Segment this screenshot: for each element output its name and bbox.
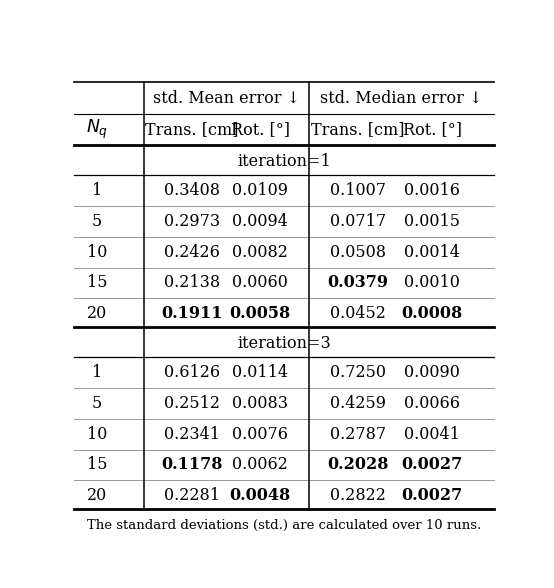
- Text: 0.6126: 0.6126: [163, 364, 220, 381]
- Text: 0.0452: 0.0452: [330, 305, 386, 322]
- Text: 0.0027: 0.0027: [402, 456, 463, 473]
- Text: 0.0717: 0.0717: [330, 213, 386, 230]
- Text: 0.0114: 0.0114: [232, 364, 288, 381]
- Text: 0.0082: 0.0082: [232, 243, 288, 260]
- Text: 0.1911: 0.1911: [161, 305, 222, 322]
- Text: 0.2028: 0.2028: [327, 456, 388, 473]
- Text: 0.4259: 0.4259: [330, 395, 386, 412]
- Text: 15: 15: [87, 456, 107, 473]
- Text: 0.0090: 0.0090: [404, 364, 460, 381]
- Text: 0.0060: 0.0060: [232, 275, 288, 292]
- Text: 0.2787: 0.2787: [330, 426, 386, 443]
- Text: iteration=3: iteration=3: [237, 335, 331, 352]
- Text: 20: 20: [87, 305, 107, 322]
- Text: 20: 20: [87, 487, 107, 504]
- Text: 0.0066: 0.0066: [404, 395, 460, 412]
- Text: 0.0041: 0.0041: [404, 426, 460, 443]
- Text: 0.2138: 0.2138: [163, 275, 220, 292]
- Text: 0.0062: 0.0062: [232, 456, 288, 473]
- Text: 0.2426: 0.2426: [163, 243, 219, 260]
- Text: $N_q$: $N_q$: [86, 118, 108, 142]
- Text: 0.0008: 0.0008: [402, 305, 463, 322]
- Text: 0.2973: 0.2973: [163, 213, 220, 230]
- Text: 0.0058: 0.0058: [230, 305, 291, 322]
- Text: 0.0109: 0.0109: [232, 182, 288, 199]
- Text: Trans. [cm]: Trans. [cm]: [311, 121, 404, 138]
- Text: 0.0379: 0.0379: [327, 275, 388, 292]
- Text: 0.0094: 0.0094: [232, 213, 288, 230]
- Text: 0.0010: 0.0010: [404, 275, 460, 292]
- Text: 5: 5: [92, 395, 102, 412]
- Text: 0.3408: 0.3408: [163, 182, 219, 199]
- Text: 0.2822: 0.2822: [330, 487, 386, 504]
- Text: 0.0016: 0.0016: [404, 182, 460, 199]
- Text: 0.0015: 0.0015: [404, 213, 460, 230]
- Text: std. Median error ↓: std. Median error ↓: [320, 90, 483, 106]
- Text: Rot. [°]: Rot. [°]: [231, 121, 290, 138]
- Text: 1: 1: [92, 182, 102, 199]
- Text: 5: 5: [92, 213, 102, 230]
- Text: 10: 10: [87, 243, 107, 260]
- Text: The standard deviations (std.) are calculated over 10 runs.: The standard deviations (std.) are calcu…: [87, 519, 481, 532]
- Text: 0.0076: 0.0076: [232, 426, 288, 443]
- Text: 0.0027: 0.0027: [402, 487, 463, 504]
- Text: 0.0083: 0.0083: [232, 395, 288, 412]
- Text: 0.0508: 0.0508: [330, 243, 386, 260]
- Text: 0.2341: 0.2341: [163, 426, 219, 443]
- Text: 1: 1: [92, 364, 102, 381]
- Text: 0.7250: 0.7250: [330, 364, 386, 381]
- Text: Rot. [°]: Rot. [°]: [403, 121, 461, 138]
- Text: Trans. [cm]: Trans. [cm]: [145, 121, 238, 138]
- Text: 10: 10: [87, 426, 107, 443]
- Text: std. Mean error ↓: std. Mean error ↓: [153, 90, 300, 106]
- Text: 0.0014: 0.0014: [404, 243, 460, 260]
- Text: 0.1007: 0.1007: [330, 182, 386, 199]
- Text: 0.2281: 0.2281: [163, 487, 219, 504]
- Text: 15: 15: [87, 275, 107, 292]
- Text: iteration=1: iteration=1: [237, 153, 331, 170]
- Text: 0.2512: 0.2512: [163, 395, 219, 412]
- Text: 0.0048: 0.0048: [230, 487, 291, 504]
- Text: 0.1178: 0.1178: [161, 456, 222, 473]
